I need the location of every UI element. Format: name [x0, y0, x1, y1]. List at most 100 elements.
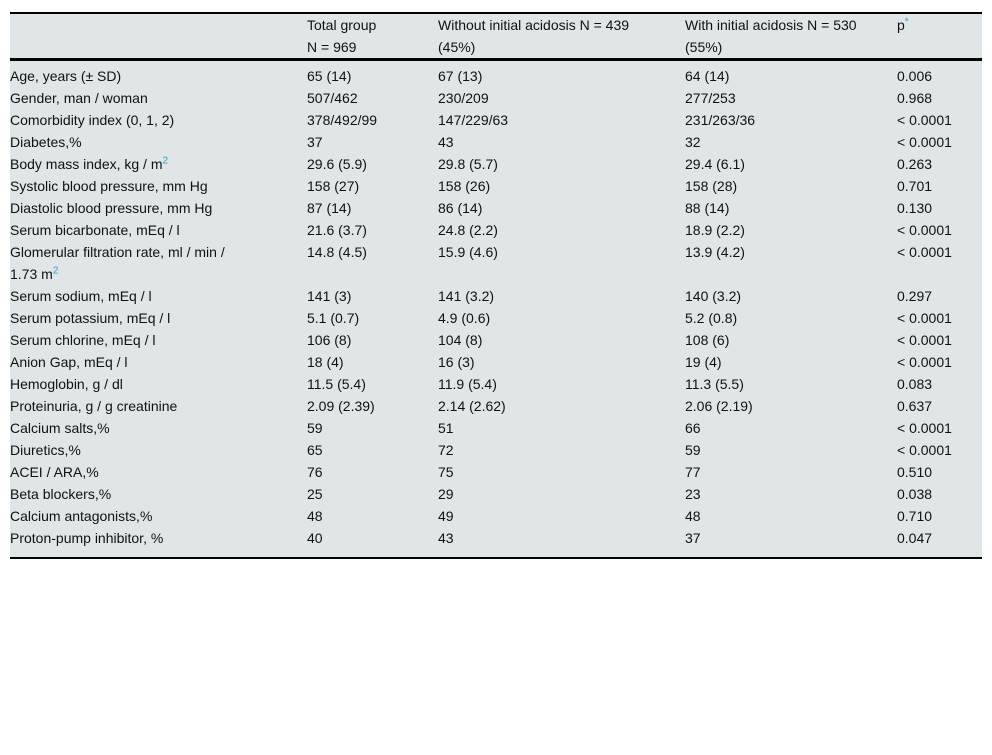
value-total-group: 106 (8): [307, 332, 352, 348]
value-with-acidosis: 158 (28): [685, 178, 738, 194]
value-with-acidosis: 23: [685, 486, 701, 502]
value-with-acidosis: 231/263/36: [685, 112, 756, 128]
table-row: Comorbidity index (0, 1, 2) 378/492/99 147…: [10, 109, 982, 131]
header-row: Total group N = 969 Without initial acido…: [10, 13, 982, 61]
value-without-acidosis: 49: [438, 508, 454, 524]
cell-text: Serum bicarbonate, mEq / l: [10, 222, 180, 238]
value-without-acidosis: 4.9 (0.6): [438, 310, 491, 326]
value-with-acidosis: 19 (4): [685, 354, 722, 370]
table-row: Gender, man / woman 507/462 230/209 277/253…: [10, 87, 982, 109]
cell-text: Gender, man / woman: [10, 90, 148, 106]
row-label: Comorbidity index (0, 1, 2): [10, 109, 307, 131]
table-body: Age, years (± SD) 65 (14) 67 (13) 64 (14) 0.…: [10, 60, 982, 559]
p-value: 0.130: [897, 200, 933, 216]
cell-text: Diastolic blood pressure, mm Hg: [10, 200, 213, 216]
p-value: 0.083: [897, 376, 933, 392]
value-with-acidosis: 2.06 (2.19): [685, 398, 753, 414]
value-total-group: 141 (3): [307, 288, 352, 304]
value-without-acidosis: 72: [438, 442, 454, 458]
value-with-acidosis: 29.4 (6.1): [685, 156, 745, 172]
value-with-acidosis: 32: [685, 134, 701, 150]
cell-text: Calcium antagonists,%: [10, 508, 153, 524]
cell-text: Serum sodium, mEq / l: [10, 288, 152, 304]
row-label: Gender, man / woman: [10, 87, 307, 109]
value-without-acidosis: 43: [438, 530, 454, 546]
table-row: Serum potassium, mEq / l 5.1 (0.7) 4.9 (0.…: [10, 307, 982, 329]
value-without-acidosis: 141 (3.2): [438, 288, 495, 304]
cell-text: Total group N = 969: [307, 17, 377, 55]
value-without-acidosis: 2.14 (2.62): [438, 398, 506, 414]
value-total-group: 18 (4): [307, 354, 344, 370]
table-row: Systolic blood pressure, mm Hg 158 (27) 15…: [10, 175, 982, 197]
p-value: 0.038: [897, 486, 933, 502]
table-row: Diastolic blood pressure, mm Hg 87 (14) 86…: [10, 197, 982, 219]
column-header-p: p*: [897, 13, 982, 61]
row-label: Calcium antagonists,%: [10, 505, 307, 527]
value-total-group: 87 (14): [307, 200, 352, 216]
p-value: < 0.0001: [897, 354, 952, 370]
value-without-acidosis: 67 (13): [438, 68, 483, 84]
p-value: < 0.0001: [897, 332, 952, 348]
row-label: Proton-pump inhibitor, %: [10, 527, 307, 558]
value-without-acidosis: 104 (8): [438, 332, 483, 348]
p-value: 0.510: [897, 464, 933, 480]
table-row: Serum bicarbonate, mEq / l 21.6 (3.7) 24.8…: [10, 219, 982, 241]
value-with-acidosis: 37: [685, 530, 701, 546]
cell-text: Beta blockers,%: [10, 486, 112, 502]
value-with-acidosis: 11.3 (5.5): [685, 376, 744, 392]
table-row: Body mass index, kg / m2 29.6 (5.9) 29.8 (…: [10, 153, 982, 175]
p-value: < 0.0001: [897, 112, 952, 128]
cell-text: Glomerular filtration rate, ml / min / 1…: [10, 244, 225, 282]
cell-text: Comorbidity index (0, 1, 2): [10, 112, 175, 128]
value-without-acidosis: 158 (26): [438, 178, 491, 194]
value-total-group: 37: [307, 134, 323, 150]
value-with-acidosis: 66: [685, 420, 701, 436]
value-total-group: 65: [307, 442, 323, 458]
table-row: Proton-pump inhibitor, % 40 43 37 0.047: [10, 527, 982, 558]
p-value: < 0.0001: [897, 222, 952, 238]
value-without-acidosis: 16 (3): [438, 354, 475, 370]
row-label: Serum chlorine, mEq / l: [10, 329, 307, 351]
table-row: Serum chlorine, mEq / l 106 (8) 104 (8) 108…: [10, 329, 982, 351]
row-label: Age, years (± SD): [10, 60, 307, 88]
cell-text: Calcium salts,%: [10, 420, 110, 436]
cell-text: Serum chlorine, mEq / l: [10, 332, 156, 348]
p-value: 0.047: [897, 530, 933, 546]
cell-text: Anion Gap, mEq / l: [10, 354, 128, 370]
table-row: ACEI / ARA,% 76 75 77 0.510: [10, 461, 982, 483]
value-without-acidosis: 51: [438, 420, 454, 436]
superscript-footnote-marker: *: [904, 16, 909, 28]
p-value: 0.006: [897, 68, 933, 84]
cell-text: Body mass index, kg / m: [10, 156, 163, 172]
value-total-group: 14.8 (4.5): [307, 244, 367, 260]
value-without-acidosis: 147/229/63: [438, 112, 509, 128]
value-without-acidosis: 24.8 (2.2): [438, 222, 498, 238]
value-without-acidosis: 29: [438, 486, 454, 502]
value-total-group: 48: [307, 508, 323, 524]
value-with-acidosis: 13.9 (4.2): [685, 244, 745, 260]
row-label: Diastolic blood pressure, mm Hg: [10, 197, 307, 219]
value-total-group: 507/462: [307, 90, 358, 106]
value-without-acidosis: 11.9 (5.4): [438, 376, 497, 392]
row-label: Serum potassium, mEq / l: [10, 307, 307, 329]
table-row: Diuretics,% 65 72 59 < 0.0001: [10, 439, 982, 461]
value-total-group: 25: [307, 486, 323, 502]
value-with-acidosis: 277/253: [685, 90, 736, 106]
p-value: < 0.0001: [897, 442, 952, 458]
value-with-acidosis: 18.9 (2.2): [685, 222, 745, 238]
value-with-acidosis: 59: [685, 442, 701, 458]
p-value: 0.968: [897, 90, 933, 106]
row-label: Beta blockers,%: [10, 483, 307, 505]
table-row: Proteinuria, g / g creatinine 2.09 (2.39)…: [10, 395, 982, 417]
patient-characteristics-table: Total group N = 969 Without initial acido…: [10, 12, 982, 559]
table-row: Glomerular filtration rate, ml / min / 1…: [10, 241, 982, 285]
row-label: Hemoglobin, g / dl: [10, 373, 307, 395]
table-row: Calcium antagonists,% 48 49 48 0.710: [10, 505, 982, 527]
cell-text: With initial acidosis N = 530 (55%): [685, 17, 857, 55]
value-with-acidosis: 108 (6): [685, 332, 730, 348]
value-total-group: 11.5 (5.4): [307, 376, 366, 392]
column-header-without-acidosis: Without initial acidosis N = 439 (45%): [438, 13, 685, 61]
p-value: 0.297: [897, 288, 933, 304]
cell-text: Diuretics,%: [10, 442, 81, 458]
